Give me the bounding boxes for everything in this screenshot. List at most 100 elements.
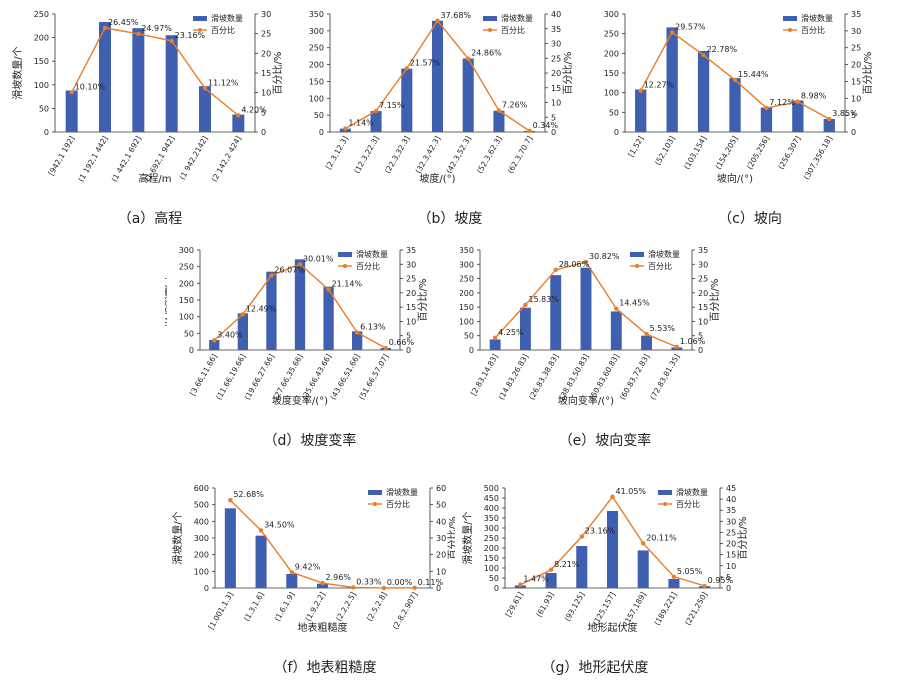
x-tick-label: (51.66,57.07] — [357, 352, 390, 401]
line-point — [202, 86, 208, 91]
y-tick-label: 250 — [309, 44, 324, 53]
y-tick-label: 200 — [309, 61, 324, 70]
y2-tick-label: 35 — [698, 246, 708, 255]
y-axis-title: 滑坡数量/个 — [165, 273, 169, 326]
legend-line-marker — [488, 28, 492, 32]
bar — [323, 286, 334, 350]
x-tick-label: (52,103] — [653, 134, 677, 166]
y-tick-label: 300 — [484, 524, 499, 533]
x-tick-label: (2 142,2 424] — [210, 134, 243, 183]
y-tick-label: 0 — [189, 346, 194, 355]
bar — [232, 114, 245, 132]
line-point — [583, 259, 589, 265]
y2-tick-label: 0 — [851, 128, 856, 137]
x-tick-label: (72.83,81.35] — [648, 352, 681, 401]
line-point — [702, 583, 707, 589]
y2-tick-label: 30 — [406, 260, 416, 269]
bar — [316, 583, 329, 588]
legend-line-label: 百分比 — [648, 261, 672, 271]
y-tick-label: 150 — [34, 57, 49, 66]
legend-bar-swatch — [368, 490, 382, 495]
data-label: 24.97% — [141, 24, 172, 33]
bar — [792, 100, 804, 132]
data-label: 34.50% — [264, 521, 295, 530]
x-tick-label: (1 942,2142] — [178, 134, 210, 181]
x-tick-label: (307,356.18] — [802, 134, 834, 181]
line-point — [518, 582, 523, 587]
y2-tick-label: 5 — [851, 111, 856, 120]
y-tick-label: 50 — [314, 111, 324, 120]
line-point — [136, 31, 141, 36]
line-point — [383, 345, 388, 351]
y-tick-label: 150 — [309, 77, 324, 86]
legend-line-label: 百分比 — [501, 25, 525, 35]
y2-tick-label: 30 — [436, 534, 446, 543]
chart-panel-b: 0 50 100 150 200 250 300 350 0 5 10 15 20 25 30 35 40 滑坡数… — [300, 0, 600, 230]
x-tick-label: (14.83,26.83] — [497, 352, 530, 401]
line-series — [71, 27, 239, 117]
legend-line-marker — [343, 264, 347, 268]
y2-axis-title: 百分比/% — [562, 52, 574, 95]
data-label: 7.15% — [379, 101, 405, 110]
line-point — [289, 570, 294, 575]
y-tick-label: 300 — [604, 10, 619, 19]
bar — [489, 339, 501, 350]
panel-caption: （g）地形起伏度 — [541, 660, 649, 676]
line-point — [764, 105, 769, 111]
data-label: 6.13% — [360, 322, 386, 331]
y-tick-label: 100 — [484, 564, 499, 573]
data-label: 41.05% — [616, 487, 647, 496]
y2-tick-label: 10 — [261, 89, 271, 98]
y-tick-label: 300 — [460, 260, 474, 269]
y-tick-label: 50 — [39, 104, 49, 113]
y-tick-label: 0 — [204, 584, 209, 593]
y-tick-label: 0 — [614, 128, 619, 137]
x-tick-label: (26.83,38.83] — [527, 352, 560, 401]
data-label: 10.10% — [75, 82, 106, 91]
data-label: 1.06% — [680, 337, 706, 346]
data-label: 26.45% — [108, 18, 139, 27]
y2-tick-label: 10 — [436, 567, 446, 576]
y2-tick-label: 15 — [261, 69, 271, 78]
bar — [697, 50, 710, 133]
y-tick-label: 100 — [34, 81, 49, 90]
legend-bar-label: 滑坡数量 — [648, 249, 680, 259]
y2-tick-label: 10 — [551, 99, 561, 108]
bar — [823, 119, 835, 132]
y-tick-label: 50 — [609, 108, 619, 117]
data-label: 7.12% — [769, 98, 795, 107]
y2-axis-title: 百分比/% — [272, 52, 284, 95]
x-tick-label: (35.66,43.66] — [300, 352, 333, 401]
x-tick-label: (27.66,35.66] — [271, 352, 304, 401]
y2-tick-label: 30 — [851, 27, 861, 36]
line-point — [69, 90, 74, 95]
y-axis-title: 滑坡数量/个 — [171, 511, 184, 564]
y-tick-label: 200 — [194, 551, 209, 560]
bar — [99, 22, 111, 132]
y-tick-label: 250 — [484, 534, 499, 543]
line-point — [644, 332, 649, 337]
data-label: 0.11% — [418, 578, 444, 587]
x-tick-label: (61,93] — [534, 590, 555, 618]
bar — [132, 28, 145, 132]
bar — [237, 313, 248, 350]
y2-tick-label: 20 — [851, 61, 861, 70]
y2-tick-label: 15 — [726, 551, 736, 560]
y2-tick-label: 20 — [726, 540, 736, 549]
y-tick-label: 200 — [34, 34, 49, 43]
y2-tick-label: 15 — [551, 84, 561, 93]
data-label: 5.05% — [677, 567, 703, 576]
y2-axis-title: 百分比/% — [709, 279, 721, 322]
line-point — [614, 306, 619, 311]
chart-svg-d: 0 50 100 150 200 250 300 0 5 10 15 20 25 30 35 滑坡数量/个 百分… — [165, 246, 429, 407]
y2-tick-label: 40 — [436, 517, 446, 526]
legend-line-label: 百分比 — [801, 25, 825, 35]
data-label: 11.12% — [208, 78, 239, 87]
data-label: 21.14% — [332, 280, 363, 289]
data-label: 28.06% — [559, 260, 590, 269]
chart-svg-g: 0501001502002503003504004505000510152025… — [461, 484, 749, 634]
y-tick-label: 100 — [194, 567, 209, 576]
x-axis-title: 坡度变率/(°) — [272, 394, 328, 407]
data-label: 2.96% — [326, 573, 352, 582]
legend-bar-swatch — [338, 252, 352, 257]
